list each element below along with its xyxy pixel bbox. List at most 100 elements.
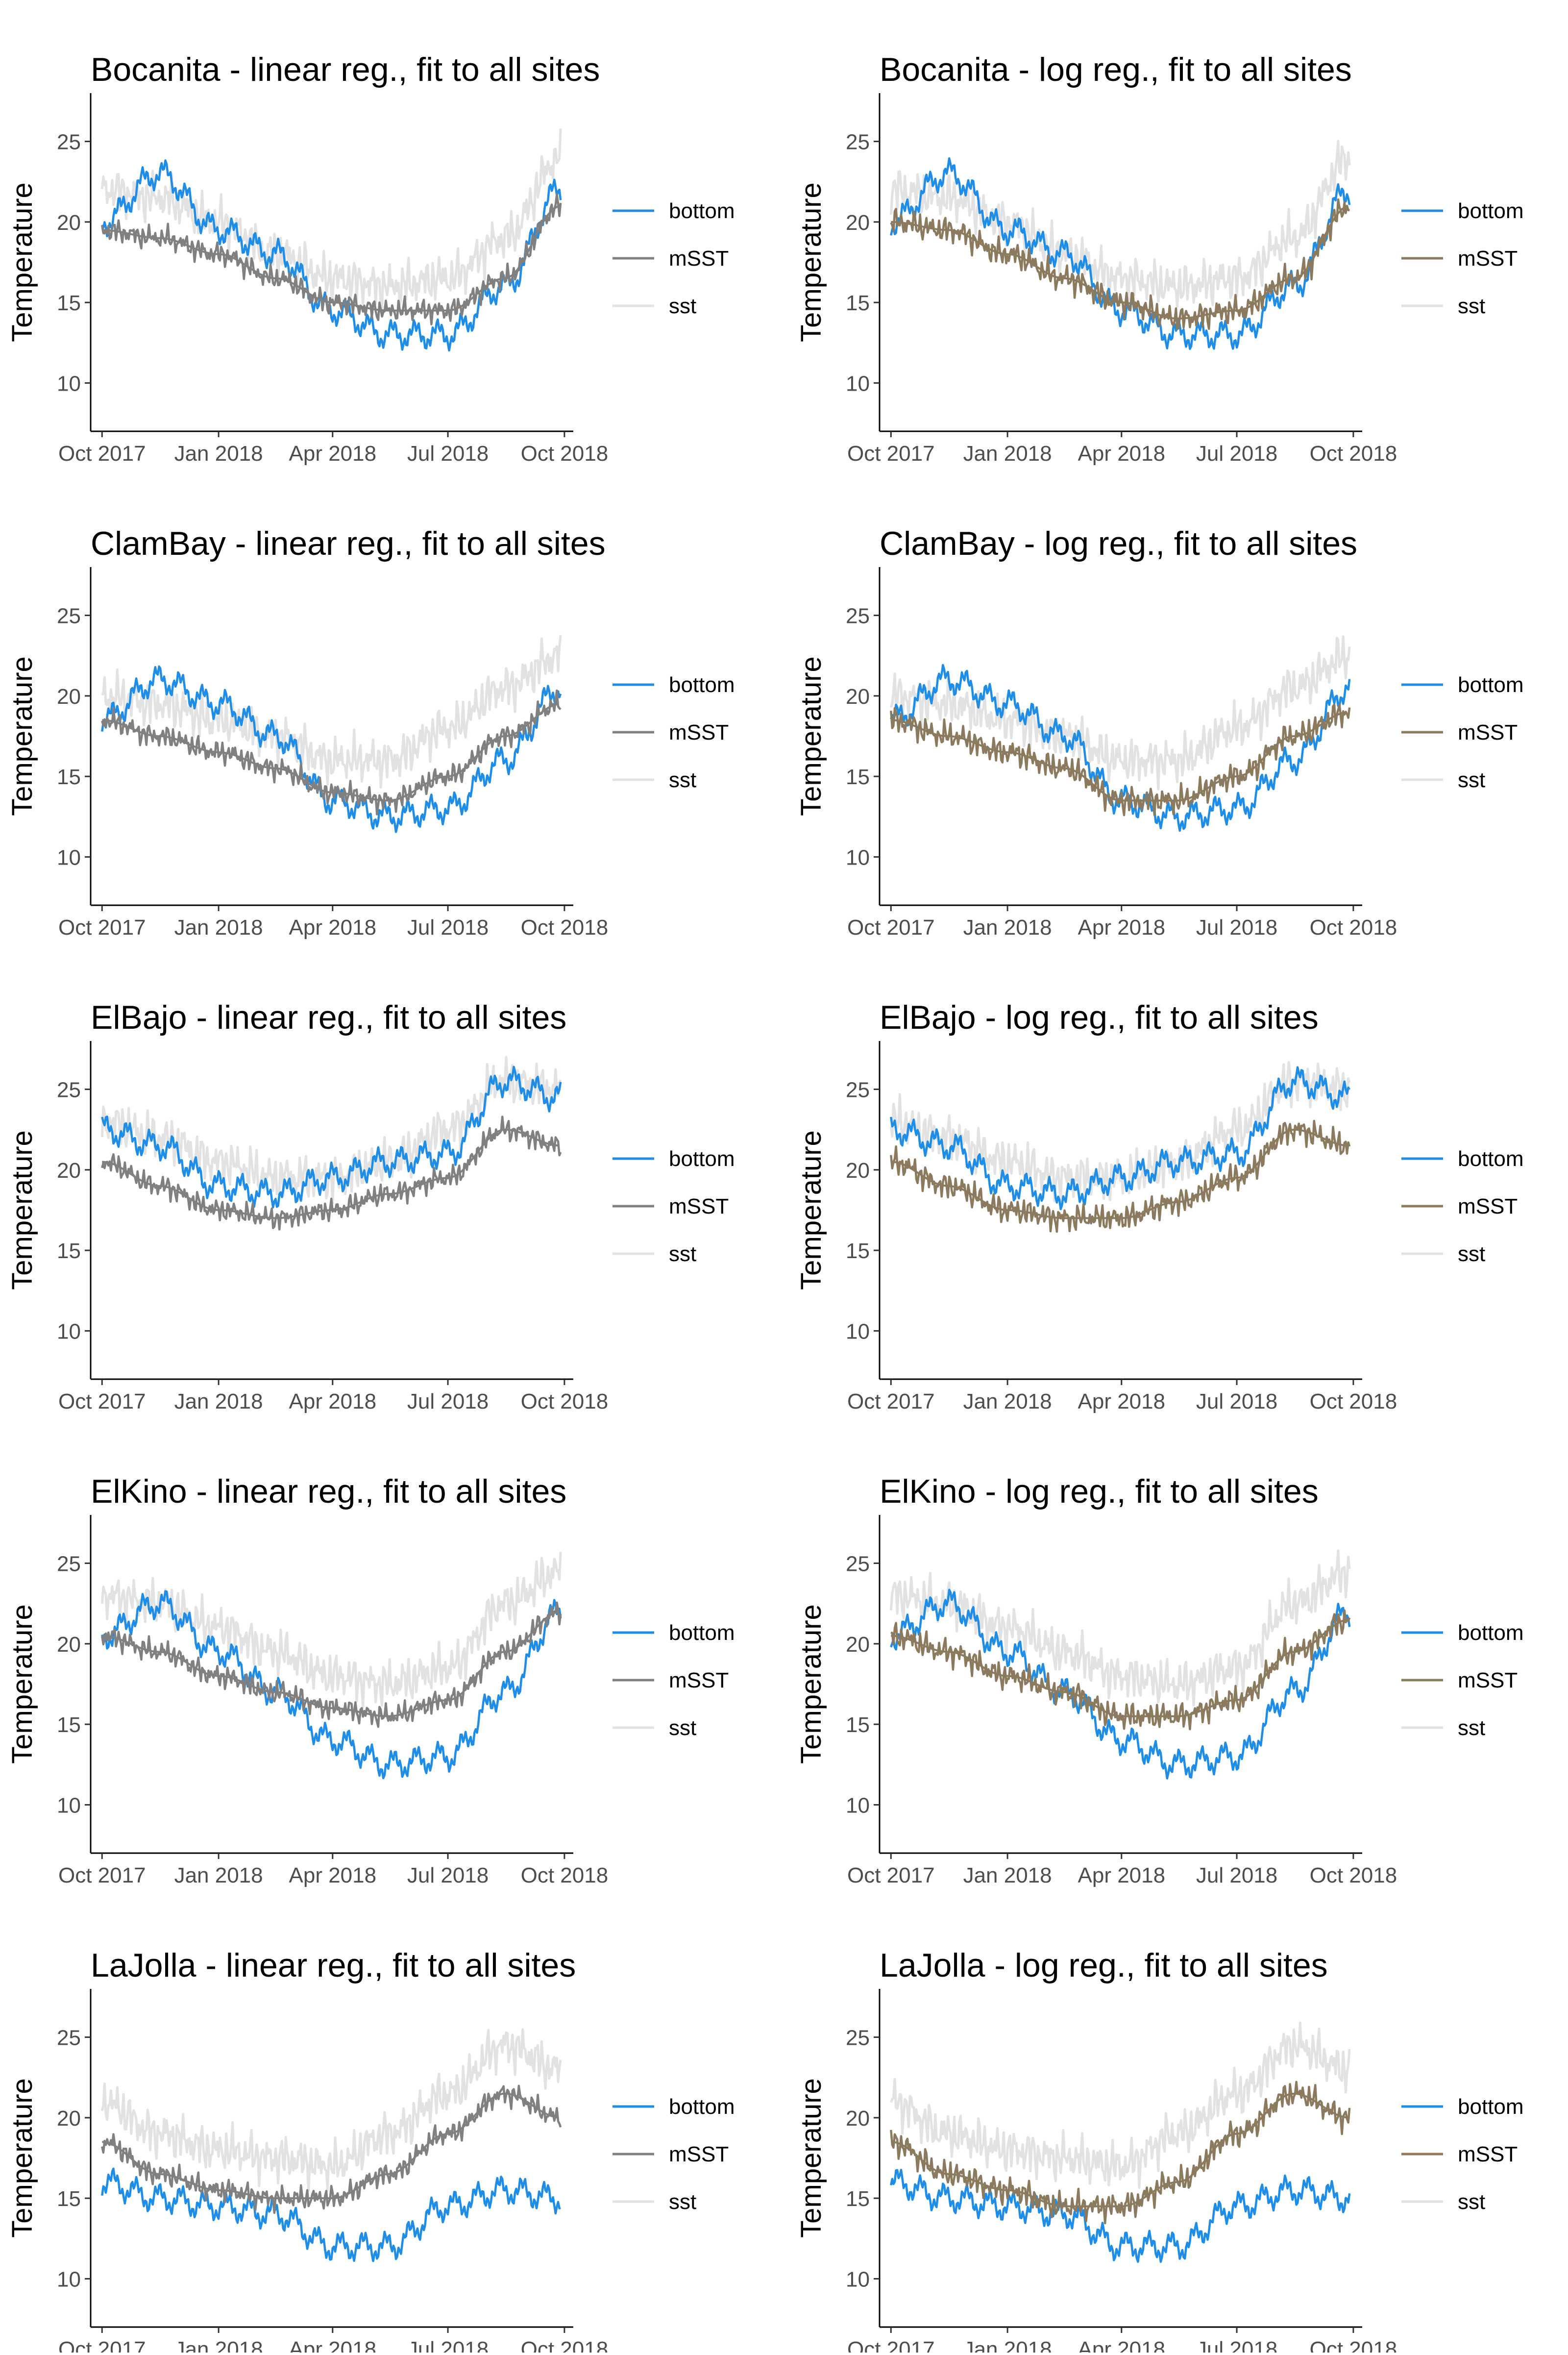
series-line-bottom bbox=[890, 1066, 1350, 1211]
x-tick-label: Oct 2018 bbox=[1310, 2337, 1397, 2353]
x-tick-label: Apr 2018 bbox=[1078, 2337, 1166, 2353]
y-axis-label: Temperature bbox=[795, 1130, 827, 1290]
x-tick-label: Oct 2017 bbox=[58, 916, 146, 940]
x-tick-label: Oct 2017 bbox=[847, 916, 935, 940]
y-tick-label: 15 bbox=[57, 1239, 81, 1263]
legend-label: mSST bbox=[669, 1668, 729, 1692]
y-tick-label: 20 bbox=[846, 1633, 870, 1657]
chart-panel-6: ElKino - linear reg., fit to all sites 10… bbox=[6, 1473, 735, 1887]
y-tick-label: 10 bbox=[846, 845, 870, 869]
y-tick-label: 10 bbox=[846, 1319, 870, 1343]
y-tick-label: 25 bbox=[57, 1552, 81, 1576]
y-tick-label: 20 bbox=[57, 1159, 81, 1183]
series-line-sst bbox=[889, 1549, 1351, 1707]
series-trend-mSST bbox=[102, 1128, 559, 1219]
y-axis-label: Temperature bbox=[6, 2078, 38, 2238]
y-axis-label: Temperature bbox=[795, 182, 827, 342]
series-trend-mSST bbox=[891, 1618, 1348, 1717]
x-tick-label: Apr 2018 bbox=[1078, 916, 1166, 940]
legend-label: bottom bbox=[669, 2095, 735, 2119]
x-tick-label: Oct 2017 bbox=[847, 1389, 935, 1413]
y-tick-label: 15 bbox=[846, 765, 870, 789]
y-tick-label: 25 bbox=[57, 130, 81, 154]
series-trend-mSST bbox=[891, 205, 1348, 320]
legend-label: mSST bbox=[1458, 1668, 1518, 1692]
y-tick-label: 15 bbox=[57, 765, 81, 789]
x-tick-label: Jan 2018 bbox=[963, 442, 1052, 466]
x-tick-label: Oct 2017 bbox=[58, 1389, 146, 1413]
x-tick-label: Oct 2017 bbox=[847, 1863, 935, 1887]
x-tick-label: Oct 2018 bbox=[521, 1389, 609, 1413]
y-tick-label: 15 bbox=[57, 1713, 81, 1737]
legend-label: sst bbox=[669, 294, 696, 318]
series-line-bottom bbox=[101, 1590, 562, 1780]
series-line-mSST bbox=[101, 1116, 562, 1231]
y-tick-label: 20 bbox=[57, 1633, 81, 1657]
legend-label: mSST bbox=[1458, 720, 1518, 744]
legend-label: sst bbox=[1458, 294, 1485, 318]
x-tick-label: Jan 2018 bbox=[174, 2337, 263, 2353]
legend-label: mSST bbox=[669, 1194, 729, 1218]
x-tick-label: Oct 2017 bbox=[58, 1863, 146, 1887]
y-tick-label: 25 bbox=[846, 604, 870, 628]
legend-label: sst bbox=[1458, 2190, 1485, 2214]
chart-panel-8: LaJolla - linear reg., fit to all sites 1… bbox=[6, 1947, 735, 2355]
chart-panel-1: Bocanita - log reg., fit to all sites 10 1… bbox=[795, 51, 1524, 466]
legend-label: mSST bbox=[1458, 247, 1518, 271]
legend-label: bottom bbox=[1458, 2095, 1524, 2119]
legend-label: bottom bbox=[669, 673, 735, 697]
x-tick-label: Oct 2018 bbox=[1310, 1863, 1397, 1887]
series-line-bottom bbox=[101, 2167, 561, 2262]
legend-label: sst bbox=[669, 1716, 696, 1740]
y-tick-label: 10 bbox=[846, 1793, 870, 1817]
x-tick-label: Jul 2018 bbox=[1196, 916, 1277, 940]
x-tick-label: Jul 2018 bbox=[407, 916, 489, 940]
chart-title: ElKino - linear reg., fit to all sites bbox=[91, 1473, 566, 1510]
chart-title: Bocanita - linear reg., fit to all sites bbox=[91, 51, 600, 88]
x-tick-label: Jul 2018 bbox=[1196, 1863, 1277, 1887]
series-trend-mSST bbox=[891, 2092, 1348, 2207]
x-tick-label: Jan 2018 bbox=[174, 1863, 263, 1887]
x-tick-label: Jul 2018 bbox=[407, 442, 489, 466]
x-tick-label: Oct 2018 bbox=[521, 1863, 609, 1887]
y-tick-label: 15 bbox=[846, 2187, 870, 2211]
series-line-bottom bbox=[101, 665, 562, 833]
series-line-mSST bbox=[101, 193, 562, 325]
series-line-bottom bbox=[890, 1588, 1351, 1780]
x-tick-label: Jul 2018 bbox=[1196, 2337, 1277, 2353]
x-tick-label: Apr 2018 bbox=[289, 916, 377, 940]
y-tick-label: 20 bbox=[57, 685, 81, 709]
y-tick-label: 15 bbox=[846, 291, 870, 315]
y-tick-label: 20 bbox=[846, 211, 870, 235]
series-trend-mSST bbox=[102, 1611, 559, 1717]
y-tick-label: 25 bbox=[846, 130, 870, 154]
y-tick-label: 10 bbox=[57, 845, 81, 869]
legend-label: bottom bbox=[1458, 199, 1524, 223]
y-tick-label: 25 bbox=[57, 2026, 81, 2050]
y-tick-label: 25 bbox=[846, 2026, 870, 2050]
x-tick-label: Jan 2018 bbox=[963, 916, 1052, 940]
chart-title: ClamBay - linear reg., fit to all sites bbox=[91, 525, 606, 562]
x-tick-label: Oct 2018 bbox=[1310, 1389, 1397, 1413]
y-tick-label: 20 bbox=[57, 2107, 81, 2131]
y-tick-label: 20 bbox=[846, 685, 870, 709]
series-trend-mSST bbox=[891, 711, 1348, 802]
y-axis-label: Temperature bbox=[6, 1130, 38, 1290]
series-line-sst bbox=[100, 2028, 562, 2192]
y-tick-label: 10 bbox=[846, 372, 870, 396]
y-tick-label: 10 bbox=[57, 1319, 81, 1343]
x-tick-label: Jan 2018 bbox=[963, 2337, 1052, 2353]
legend-label: bottom bbox=[1458, 673, 1524, 697]
y-tick-label: 15 bbox=[57, 2187, 81, 2211]
series-line-sst bbox=[100, 1552, 562, 1709]
legend-label: sst bbox=[669, 768, 696, 792]
series-trend-mSST bbox=[102, 205, 559, 312]
x-tick-label: Oct 2018 bbox=[521, 442, 609, 466]
y-axis-label: Temperature bbox=[6, 182, 38, 342]
y-tick-label: 25 bbox=[57, 604, 81, 628]
series-trend-mSST bbox=[891, 1128, 1348, 1219]
x-tick-label: Apr 2018 bbox=[1078, 442, 1166, 466]
series-line-bottom bbox=[890, 157, 1351, 350]
chart-panel-4: ElBajo - linear reg., fit to all sites 10… bbox=[6, 999, 735, 1413]
